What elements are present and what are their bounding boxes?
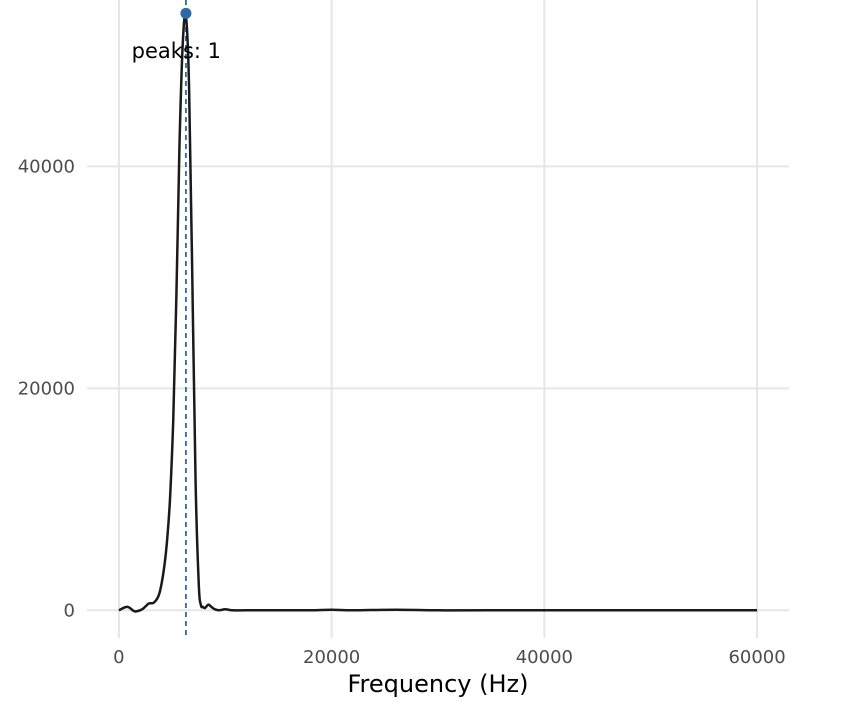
peaks-annotation: peaks: 1 [132, 39, 221, 63]
y-tick-label: 40000 [18, 156, 75, 177]
x-tick-label: 60000 [728, 647, 785, 668]
x-axis-title: Frequency (Hz) [348, 670, 529, 698]
x-tick-label: 0 [113, 647, 124, 668]
ticks-layer: 0 20000 40000 60000 0 20000 40000 [18, 156, 786, 668]
y-tick-label: 0 [64, 600, 75, 621]
x-tick-label: 40000 [516, 647, 573, 668]
marks-layer [118, 0, 758, 638]
y-tick-label: 20000 [18, 378, 75, 399]
spectrum-line [118, 13, 758, 613]
x-tick-label: 20000 [303, 647, 360, 668]
peak-point [180, 7, 192, 19]
